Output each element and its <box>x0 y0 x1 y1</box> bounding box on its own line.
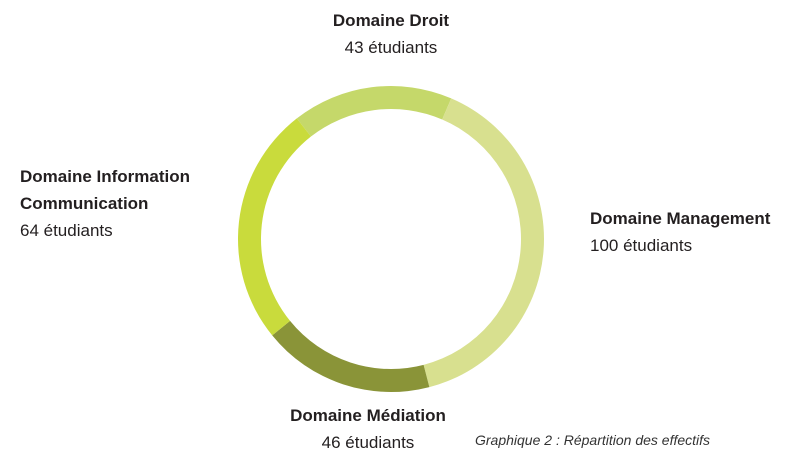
segment-name: Domaine Management <box>590 209 771 228</box>
donut-segment <box>272 320 430 392</box>
donut-segment <box>423 98 544 388</box>
segment-label: Domaine Médiation 46 étudiants <box>268 402 468 454</box>
donut-segment <box>238 118 311 336</box>
segment-value-label: 100 étudiants <box>590 236 693 255</box>
donut-segment <box>296 86 452 137</box>
segment-name: Domaine Information Communication <box>20 167 191 213</box>
caption: Graphique 2 : Répartition des effectifs <box>475 432 711 448</box>
segment-label: Domaine Information Communication 64 étud… <box>20 163 235 244</box>
segment-label: Domaine Management 100 étudiants <box>590 205 811 259</box>
segment-name: Domaine Médiation <box>290 406 446 425</box>
segment-label: Domaine Droit 43 étudiants <box>291 7 491 61</box>
segment-value-label: 46 étudiants <box>321 433 415 452</box>
segment-name: Domaine Droit <box>332 11 450 30</box>
segment-value-label: 43 étudiants <box>344 38 438 57</box>
segment-value-label: 64 étudiants <box>20 221 113 240</box>
